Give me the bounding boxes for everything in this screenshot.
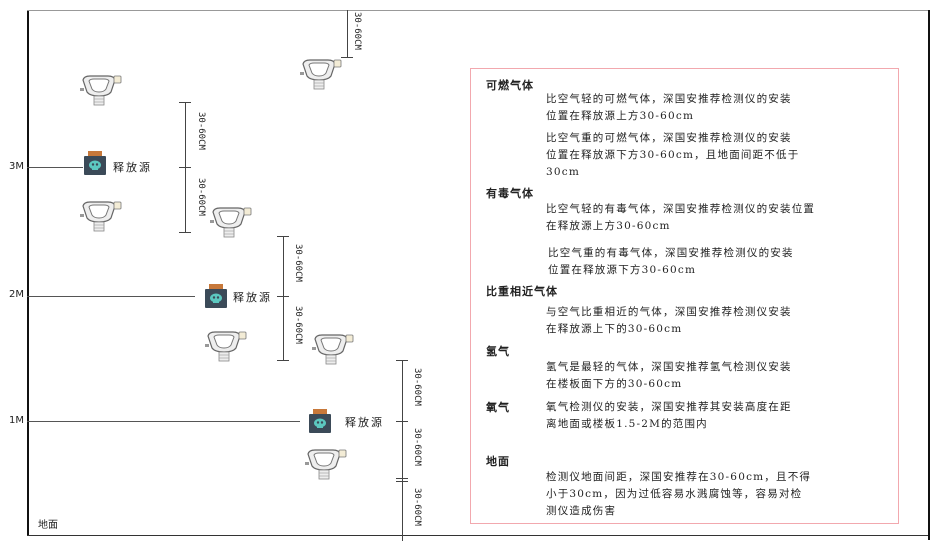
gas-detector-icon [310,333,354,365]
section-text: 氧气检测仪的安装，深国安推荐其安装高度在距 离地面或楼板1.5-2M的范围内 [546,399,792,433]
dimension-tick [396,481,408,482]
dimension-label: 30-60CM [412,428,422,466]
gas-detector-icon [208,206,252,238]
text-line: 在释放源上方30-60cm [546,220,671,232]
dimension-tick [179,232,191,233]
release-source-label: 释放源 [233,291,272,304]
text-line: 位置在释放源下方30-60cm，且地面间距不低于 [546,149,800,161]
release-source-icon [203,283,229,309]
section-title: 氢气 [486,345,510,358]
text-line: 离地面或楼板1.5-2M的范围内 [546,418,708,430]
gas-detector-icon [203,330,247,362]
ceiling-line [27,10,928,11]
text-line: 小于30cm，因为过低容易水溅腐蚀等，容易对检 [546,488,803,500]
dimension-label: 30-60CM [293,244,303,282]
text-line: 比空气重的可燃气体，深国安推荐检测仪的安装 [546,132,792,144]
dimension-tick [277,360,289,361]
text-line: 比空气轻的有毒气体，深国安推荐检测仪的安装位置 [546,203,816,215]
text-line: 在释放源上下的30-60cm [546,323,683,335]
section-title: 可燃气体 [486,79,534,92]
text-line: 位置在释放源下方30-60cm [548,264,697,276]
height-axis [27,10,29,536]
dimension-tick [277,236,289,237]
section-text: 与空气比重相近的气体，深国安推荐检测仪安装 在释放源上下的30-60cm [546,304,792,338]
section-title: 地面 [486,455,510,468]
dimension-label: 30-60CM [196,112,206,150]
section-text: 检测仪地面间距，深国安推荐在30-60cm，且不得 小于30cm，因为过低容易水… [546,469,811,520]
text-line: 在楼板面下方的30-60cm [546,378,683,390]
gas-detector-icon [303,448,347,480]
release-source-label: 释放源 [345,416,384,429]
ground-line [27,535,928,536]
level-1m-line [27,421,300,422]
level-3m-label: 3M [9,161,24,172]
dimension-line [347,10,348,58]
dimension-label: 30-60CM [293,306,303,344]
section-title: 有毒气体 [486,187,534,200]
dimension-tick [277,296,289,297]
section-text: 比空气轻的有毒气体，深国安推荐检测仪的安装位置 在释放源上方30-60cm [546,201,815,235]
release-source-icon [307,408,333,434]
level-1m-label: 1M [9,415,24,426]
section-text: 比空气重的有毒气体，深国安推荐检测仪的安装 位置在释放源下方30-60cm [548,245,794,279]
section-title: 比重相近气体 [486,285,558,298]
dimension-label: 30-60CM [412,368,422,406]
text-line: 比空气轻的可燃气体，深国安推荐检测仪的安装 [546,93,792,105]
text-line: 检测仪地面间距，深国安推荐在30-60cm，且不得 [546,471,812,483]
release-source-label: 释放源 [113,161,152,174]
section-title: 氧气 [486,401,510,414]
ground-label: 地面 [38,520,58,531]
dimension-tick [179,167,191,168]
dimension-label: 30-60CM [196,178,206,216]
dimension-tick [341,57,353,58]
text-line: 氧气检测仪的安装，深国安推荐其安装高度在距 [546,401,792,413]
dimension-tick [179,102,191,103]
release-source-icon [82,150,108,176]
text-line: 30cm [546,166,580,178]
gas-detector-icon [78,200,122,232]
dimension-tick [396,360,408,361]
gas-detector-icon [298,58,342,90]
dimension-label: 30-60CM [352,12,362,50]
section-text: 氢气是最轻的气体，深国安推荐氢气检测仪安装 在楼板面下方的30-60cm [546,359,792,393]
text-line: 氢气是最轻的气体，深国安推荐氢气检测仪安装 [546,361,792,373]
level-2m-line [27,296,195,297]
section-text: 比空气重的可燃气体，深国安推荐检测仪的安装 位置在释放源下方30-60cm，且地… [546,130,799,181]
dimension-line [283,236,284,361]
level-2m-label: 2M [9,289,24,300]
dimension-label: 30-60CM [412,488,422,526]
text-line: 位置在释放源上方30-60cm [546,110,695,122]
text-line: 测仪造成伤害 [546,505,617,517]
level-3m-line [27,167,83,168]
text-line: 与空气比重相近的气体，深国安推荐检测仪安装 [546,306,792,318]
right-border [928,10,930,540]
dimension-line [402,360,403,541]
section-text: 比空气轻的可燃气体，深国安推荐检测仪的安装 位置在释放源上方30-60cm [546,91,792,125]
gas-detector-icon [78,74,122,106]
guidelines-panel: 可燃气体 比空气轻的可燃气体，深国安推荐检测仪的安装 位置在释放源上方30-60… [470,68,899,524]
text-line: 比空气重的有毒气体，深国安推荐检测仪的安装 [548,247,794,259]
dimension-tick [396,421,408,422]
dimension-tick [396,478,408,479]
